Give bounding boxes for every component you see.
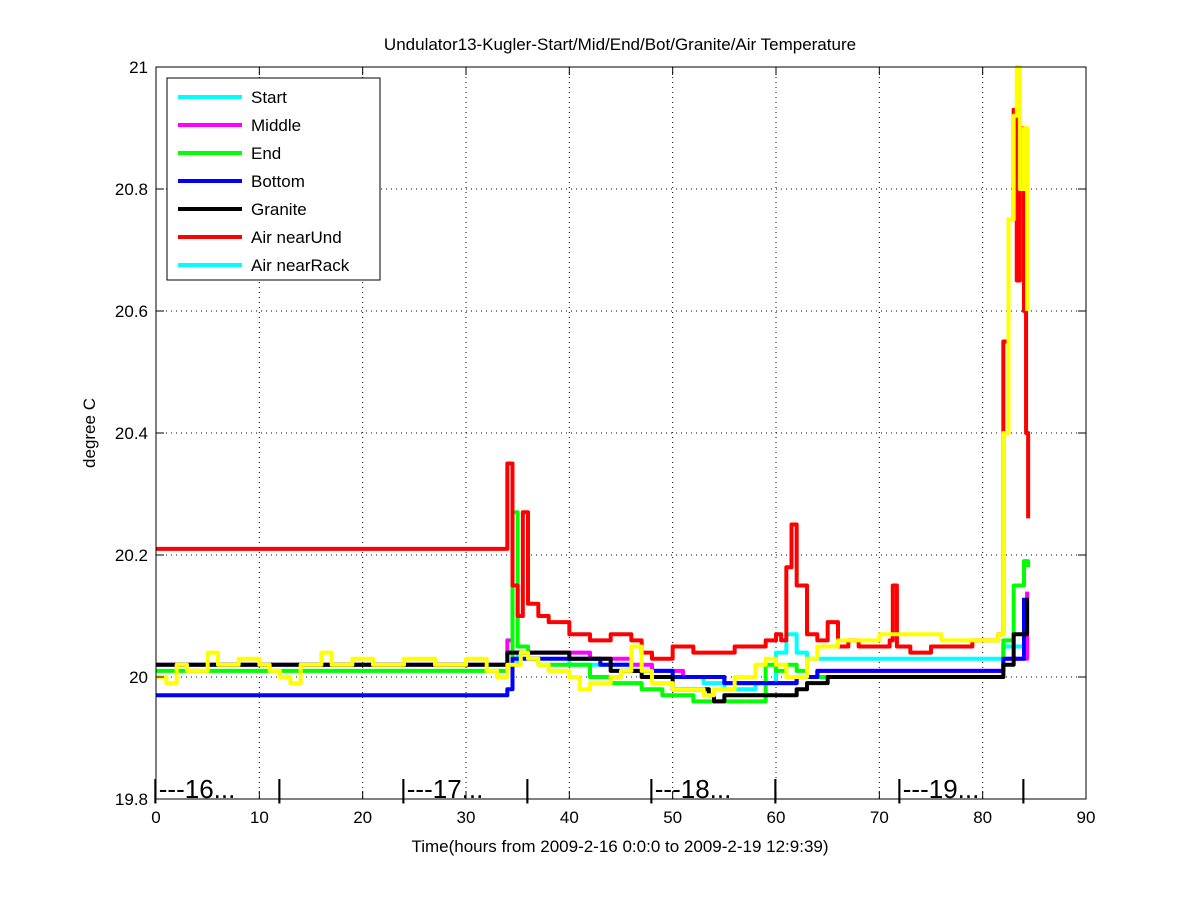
x-tick-label: 10: [250, 808, 269, 827]
y-tick-label: 20.4: [115, 424, 148, 443]
legend: Start Middle End Bottom Granite Air nearUnd Ai…: [166, 77, 381, 281]
legend-entry: Air nearRack: [251, 256, 350, 275]
series-line-granite: [156, 597, 1030, 704]
x-tick-label: 70: [870, 808, 889, 827]
legend-entry: Bottom: [251, 172, 305, 191]
day-marker: |: [1020, 774, 1027, 804]
legend-entry: Granite: [251, 200, 307, 219]
y-tick-label: 20.6: [115, 302, 148, 321]
series-line-start: [156, 591, 1030, 692]
y-tick-label: 19.8: [115, 790, 148, 809]
day-marker: |: [276, 774, 283, 804]
series-line-unnamed: [156, 65, 1030, 698]
series-line-bottom: [156, 597, 1026, 698]
legend-entry: Air nearUnd: [251, 228, 342, 247]
day-marker: |: [772, 774, 779, 804]
legend-entry: Middle: [251, 116, 301, 135]
axis-ticks: 0 10 20 30 40 50 60 70 80 90 19.8 20 20.2 20.4 20.6 20.…: [115, 58, 1096, 827]
series-group: [156, 65, 1031, 704]
x-axis-label: Time(hours from 2009-2-16 0:0:0 to 2009-…: [411, 837, 828, 856]
legend-entry: Start: [251, 88, 287, 107]
x-tick-label: 30: [457, 808, 476, 827]
x-tick-label: 20: [353, 808, 372, 827]
x-tick-label: 80: [973, 808, 992, 827]
y-tick-label: 20.2: [115, 546, 148, 565]
x-tick-label: 40: [560, 808, 579, 827]
x-tick-label: 90: [1077, 808, 1096, 827]
x-tick-label: 60: [767, 808, 786, 827]
x-tick-label: 50: [663, 808, 682, 827]
y-tick-label: 20: [129, 668, 148, 687]
x-tick-label: 0: [151, 808, 160, 827]
day-marker: |: [524, 774, 531, 804]
chart-title: Undulator13-Kugler-Start/Mid/End/Bot/Gra…: [384, 35, 856, 54]
y-axis-label: degree C: [80, 398, 99, 468]
y-tick-label: 21: [129, 58, 148, 77]
legend-entry: End: [251, 144, 281, 163]
y-tick-label: 20.8: [115, 180, 148, 199]
